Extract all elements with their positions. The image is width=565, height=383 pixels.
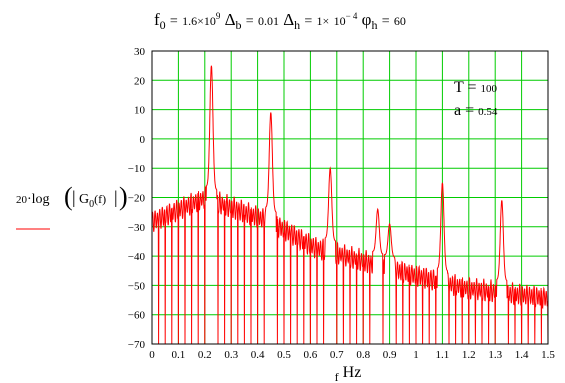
- y-tick-label: −40: [128, 251, 146, 263]
- x-tick-label: 0: [149, 349, 155, 361]
- ylabel-coef: 20: [16, 194, 28, 206]
- annotation-a: a = 0.54: [454, 102, 498, 119]
- f0-eq: =: [170, 14, 178, 29]
- db-sub: b: [236, 18, 242, 32]
- db-symbol: Δ: [225, 10, 236, 29]
- dh-sub: h: [294, 18, 300, 32]
- x-tick-label: 0.7: [330, 349, 344, 361]
- f0-symbol: f: [154, 10, 160, 29]
- ylabel-G: G: [79, 192, 89, 207]
- x-tick-label: 0.9: [383, 349, 397, 361]
- x-tick-label: 1.5: [541, 349, 555, 361]
- dh-val: 1×: [317, 14, 330, 28]
- dh-eq: =: [304, 14, 312, 29]
- ylabel-paren-open: (: [64, 182, 73, 211]
- x-tick-label: 0.2: [198, 349, 212, 361]
- f0-val: 1.6×: [182, 14, 204, 28]
- ylabel-bar-right: |: [114, 187, 118, 207]
- ylabel-paren-close: ): [119, 182, 128, 211]
- x-tick-label: 1: [413, 349, 419, 361]
- x-tick-label: 1.2: [462, 349, 476, 361]
- ylabel-sub: 0: [89, 199, 94, 210]
- ylabel-fn: log: [32, 192, 50, 207]
- db-eq: =: [246, 14, 254, 29]
- f0-sub: 0: [160, 18, 166, 32]
- a-val: 0.54: [478, 106, 498, 118]
- y-tick-label: −30: [128, 222, 146, 234]
- x-tick-label: 1.1: [436, 349, 450, 361]
- dh-symbol: Δ: [283, 10, 294, 29]
- header-formula: f0 = 1.6×109 Δb = 0.01 Δh = 1× 10− 4 φh …: [154, 10, 406, 32]
- svg-text:20·log: 20·log: [16, 192, 50, 207]
- y-tick-label: 20: [134, 75, 146, 87]
- t-val: 100: [481, 83, 498, 95]
- f0-exp: 9: [216, 11, 221, 21]
- y-tick-label: 30: [134, 46, 146, 58]
- x-tick-label: 0.3: [224, 349, 238, 361]
- svg-text:G0(f): G0(f): [79, 192, 106, 210]
- x-tick-label: 0.1: [172, 349, 186, 361]
- y-tick-label: −70: [128, 339, 146, 351]
- x-tick-label: 1.4: [515, 349, 529, 361]
- annotation-t: T = 100: [454, 79, 498, 96]
- x-tick-label: 1.3: [488, 349, 502, 361]
- dh-exp: − 4: [346, 11, 358, 21]
- y-tick-label: −50: [128, 280, 146, 292]
- dh-base: 10: [334, 14, 346, 28]
- xlabel-unit: Hz: [343, 364, 362, 381]
- ylabel-bar-left: |: [72, 187, 76, 207]
- db-val: 0.01: [258, 14, 279, 28]
- ph-val: 60: [394, 14, 406, 28]
- x-axis-label: f Hz: [335, 364, 362, 383]
- a-eq: =: [465, 102, 474, 119]
- f0-base: 10: [204, 14, 216, 28]
- t-eq: =: [467, 79, 476, 96]
- ylabel-arg: (f): [94, 192, 106, 206]
- plot-frame: [151, 50, 549, 345]
- x-tick-label: 0.8: [356, 349, 370, 361]
- y-tick-label: 0: [140, 134, 146, 146]
- y-axis-label: 20·log ( | G0(f) | ): [16, 182, 128, 230]
- y-tick-label: −20: [128, 193, 146, 205]
- a-label: a: [454, 102, 461, 119]
- xlabel-var: f: [335, 370, 339, 383]
- y-tick-label: −10: [128, 163, 146, 175]
- ylabel-dot: ·: [27, 192, 32, 207]
- y-tick-labels: 30 20 10 0 −10 −20 −30 −40 −50 −60 −70: [128, 46, 146, 351]
- x-tick-label: 0.4: [251, 349, 265, 361]
- ph-sub: h: [371, 18, 377, 32]
- t-label: T: [454, 79, 464, 96]
- ph-eq: =: [382, 14, 390, 29]
- x-tick-labels: 0 0.1 0.2 0.3 0.4 0.5 0.6 0.7 0.8 0.9 1 1.1 1.2 1.3 1.…: [149, 349, 555, 361]
- x-tick-label: 0.5: [277, 349, 291, 361]
- x-tick-label: 0.6: [304, 349, 318, 361]
- ph-symbol: φ: [362, 10, 372, 29]
- y-tick-label: −60: [128, 310, 146, 322]
- y-tick-label: 10: [134, 105, 146, 117]
